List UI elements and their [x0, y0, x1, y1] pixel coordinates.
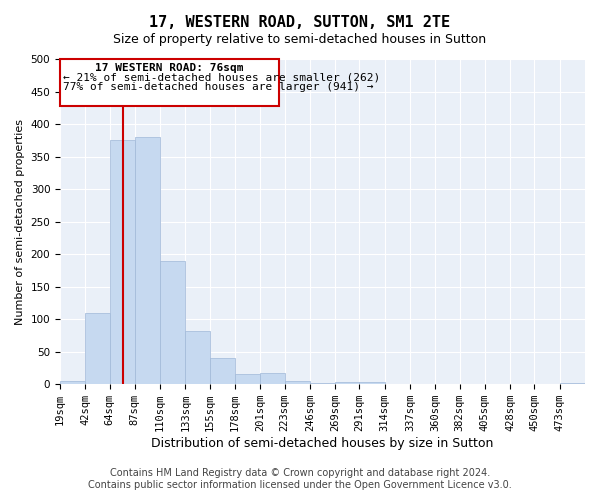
Bar [135, 137, 160, 384]
FancyBboxPatch shape [60, 59, 279, 106]
Text: Size of property relative to semi-detached houses in Sutton: Size of property relative to semi-detach… [113, 32, 487, 46]
Text: Contains HM Land Registry data © Crown copyright and database right 2024.
Contai: Contains HM Land Registry data © Crown c… [88, 468, 512, 490]
Text: 17 WESTERN ROAD: 76sqm: 17 WESTERN ROAD: 76sqm [95, 63, 244, 73]
Bar [284, 381, 310, 384]
Bar [260, 373, 284, 384]
Text: 77% of semi-detached houses are larger (941) →: 77% of semi-detached houses are larger (… [64, 82, 374, 92]
Text: ← 21% of semi-detached houses are smaller (262): ← 21% of semi-detached houses are smalle… [64, 72, 380, 83]
Bar [210, 358, 235, 384]
Bar [185, 331, 210, 384]
Bar [110, 140, 135, 384]
Bar [160, 260, 185, 384]
X-axis label: Distribution of semi-detached houses by size in Sutton: Distribution of semi-detached houses by … [151, 437, 494, 450]
Text: 17, WESTERN ROAD, SUTTON, SM1 2TE: 17, WESTERN ROAD, SUTTON, SM1 2TE [149, 15, 451, 30]
Bar [359, 382, 385, 384]
Y-axis label: Number of semi-detached properties: Number of semi-detached properties [15, 118, 25, 324]
Bar [335, 382, 359, 384]
Bar [310, 383, 335, 384]
Bar [85, 312, 110, 384]
Bar [235, 374, 260, 384]
Bar [560, 383, 585, 384]
Bar [60, 381, 85, 384]
